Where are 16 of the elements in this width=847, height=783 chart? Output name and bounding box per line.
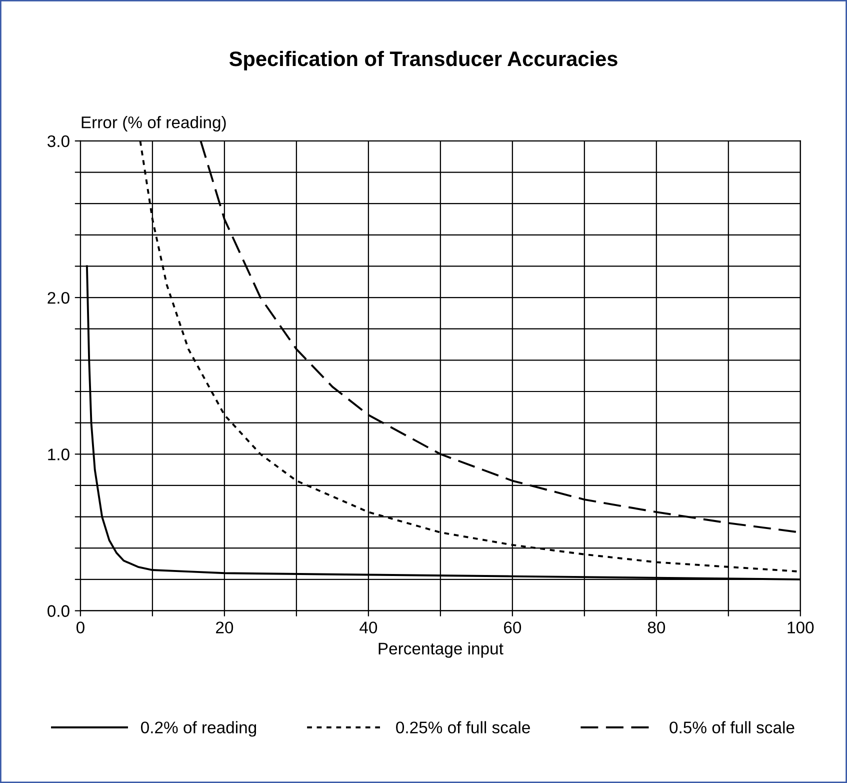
x-tick-label: 60 bbox=[504, 622, 522, 634]
x-tick-label: 20 bbox=[216, 622, 234, 634]
y-axis-title: Error (% of reading) bbox=[82, 116, 226, 132]
x-axis-title: Percentage input bbox=[378, 642, 504, 658]
legend-label: 0.25% of full scale bbox=[396, 721, 530, 734]
y-tick-label: 2.0 bbox=[48, 292, 70, 304]
x-tick-label: 80 bbox=[648, 622, 666, 634]
y-tick-label: 0.0 bbox=[48, 605, 70, 617]
x-tick-label: 100 bbox=[788, 622, 814, 634]
chart-title: Specification of Transducer Accuracies bbox=[229, 50, 618, 70]
y-tick-label: 1.0 bbox=[48, 448, 70, 460]
legend-label: 0.5% of full scale bbox=[670, 721, 794, 734]
legend-label: 0.2% of reading bbox=[140, 721, 256, 737]
y-tick-label: 3.0 bbox=[48, 135, 70, 148]
x-tick-label: 0 bbox=[76, 622, 84, 634]
x-tick-label: 40 bbox=[360, 622, 378, 634]
